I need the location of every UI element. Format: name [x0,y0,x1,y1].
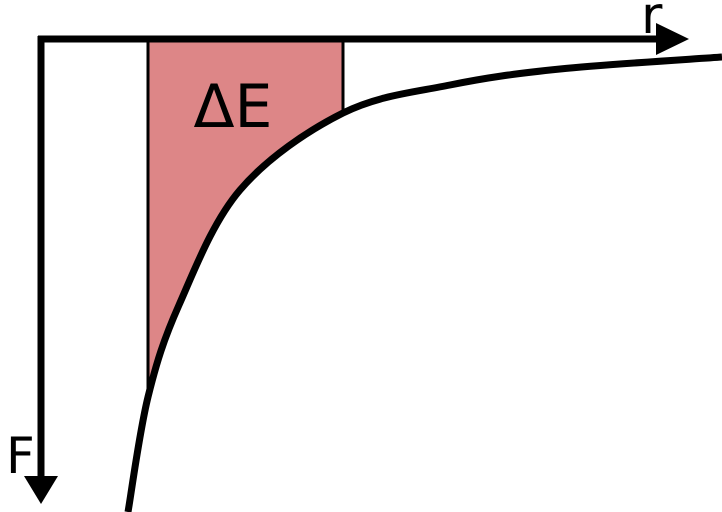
force-curve [124,53,722,512]
delta-e-label: ΔE [194,72,273,142]
r-axis-label: r [641,0,663,46]
f-axis-label: F [6,427,35,485]
r-axis-arrowhead-icon [656,23,689,55]
f-axis-arrowhead-icon [24,476,58,504]
